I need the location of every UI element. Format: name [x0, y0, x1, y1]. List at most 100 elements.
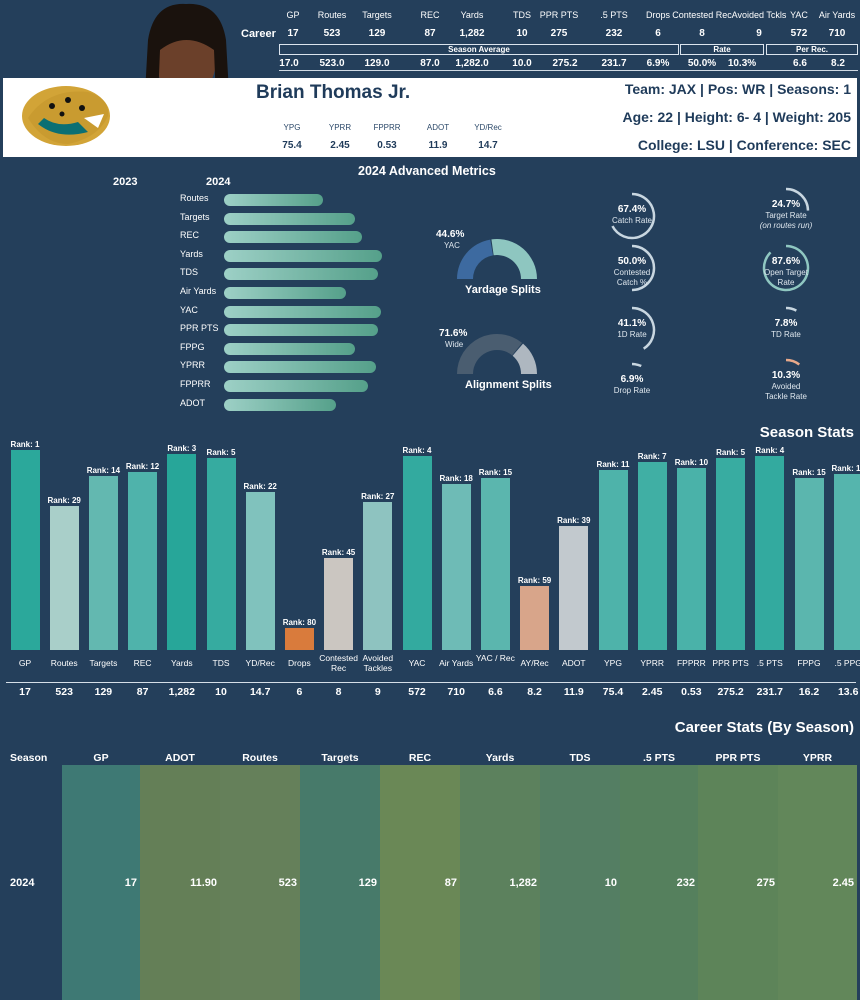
career-average-value: 10.0 — [512, 58, 532, 69]
career-average-value: 1,282.0 — [455, 58, 489, 69]
season-stat-rank: Rank: 29 — [47, 496, 81, 505]
career-value: 275 — [550, 28, 568, 39]
season-stat-bar — [520, 586, 550, 650]
mini-stat-value: 2.45 — [330, 140, 350, 151]
career-table-column — [300, 765, 380, 1000]
season-stat-label: YPG — [604, 658, 622, 668]
metric-bar — [224, 361, 376, 374]
mini-stat-value: 14.7 — [478, 140, 498, 151]
metric-label: FPPG — [180, 341, 205, 352]
gauge-segment — [491, 239, 537, 279]
season-average-band: Season Average — [279, 44, 679, 55]
season-stat-label: .5 PTS — [756, 658, 783, 668]
circle-label: Drop Rate — [613, 386, 651, 395]
career-table-title: Career Stats (By Season) — [674, 719, 854, 736]
season-stat-bar — [676, 468, 706, 650]
season-stat-bar — [10, 450, 40, 650]
season-stat-bar — [794, 478, 824, 650]
circle-gauge — [631, 306, 656, 350]
season-stat-label: GP — [18, 658, 32, 668]
season-stat-label: YAC / Rec — [475, 653, 515, 663]
season-stat-label: Drops — [288, 658, 311, 668]
season-stat-label: ADOT — [561, 658, 586, 668]
season-stat-bar — [637, 462, 667, 650]
career-table-header: .5 PTS — [642, 752, 676, 764]
career-table-column — [220, 765, 300, 1000]
metric-bar — [224, 268, 378, 281]
circle-gauge — [631, 244, 656, 292]
season-stat-label: Contested Rec — [319, 653, 358, 673]
season-stat-label: Targets — [89, 658, 118, 668]
season-stats-title: Season Stats — [759, 424, 854, 441]
metric-label: Yards — [180, 248, 203, 259]
circle-sublabel: Rate — [777, 278, 795, 287]
career-table-column — [140, 765, 220, 1000]
season-stat-rank: Rank: 27 — [361, 492, 395, 501]
metric-bar — [224, 212, 356, 225]
career-header: REC — [420, 10, 440, 20]
career-value: 129 — [368, 28, 386, 39]
yardage-split-gauge — [457, 239, 537, 279]
career-value: 87 — [424, 28, 436, 39]
circle-sublabel: Tackle Rate — [765, 392, 807, 401]
career-table-header: YPRR — [802, 752, 833, 764]
season-stat-bar — [128, 472, 158, 650]
mini-stat-label: YPRR — [328, 123, 352, 132]
player-bio-line: Age: 22 | Height: 6- 4 | Weight: 205 — [622, 109, 851, 125]
circle-pct: 87.6% — [771, 256, 801, 267]
mini-stat-label: YPG — [283, 123, 301, 132]
season-stat-label: PPR PTS — [712, 658, 749, 668]
career-header: Targets — [362, 10, 392, 20]
circle-pct: 10.3% — [771, 370, 801, 381]
season-stat-bar — [402, 456, 432, 650]
circle-gauge-arc — [785, 358, 801, 366]
season-stat-value: 87 — [136, 686, 149, 698]
alignment-split-sub: Wide — [445, 340, 464, 349]
career-table-column — [620, 765, 698, 1000]
season-stat-rank: Rank: 45 — [321, 548, 356, 557]
career-value: 710 — [828, 28, 846, 39]
career-table-cell: 2024 — [10, 877, 35, 889]
season-stat-bar — [480, 478, 510, 650]
season-stat-bar — [88, 476, 118, 650]
career-table-cell: 129 — [358, 877, 377, 889]
career-header: Contested Rec — [672, 10, 732, 20]
metric-label: FPPRR — [180, 379, 211, 389]
mini-stat-label: ADOT — [426, 123, 450, 132]
circle-gauge-arc — [762, 244, 810, 292]
career-header: PPR PTS — [539, 10, 579, 20]
season-stat-bar — [598, 470, 628, 650]
season-stat-bar — [206, 458, 236, 650]
season-stat-bar — [559, 526, 589, 650]
season-stat-rank: Rank: 39 — [557, 516, 591, 525]
career-average-value: 6.9% — [646, 58, 670, 69]
career-average-value: 275.2 — [552, 58, 578, 69]
career-value: 9 — [756, 28, 762, 39]
mini-stat-label: YD/Rec — [474, 123, 502, 132]
circle-pct: 7.8% — [774, 318, 798, 329]
gauge-segment — [512, 343, 537, 374]
career-table-column — [62, 765, 140, 1000]
season-stat-label: FPPG — [797, 658, 821, 668]
season-stat-label: Avoided Tackles — [362, 653, 394, 673]
circle-gauge-arc — [631, 306, 656, 350]
career-average-values: 17.0 523.0 129.0 87.0 1,282.0 10.0 275.2 231.7 6… — [0, 58, 860, 70]
season-stat-value: 9 — [374, 686, 381, 698]
season-stat-rank: Rank: 18 — [439, 474, 473, 483]
season-stat-rank: Rank: 5 — [206, 448, 236, 457]
career-row-label: Career — [241, 28, 276, 40]
per-rec-band: Per Rec. — [766, 44, 858, 55]
season-stat-label: YAC — [408, 658, 426, 668]
season-stat-rank: Rank: 11 — [596, 460, 630, 469]
metric-label: Targets — [180, 211, 210, 222]
season-stat-label: .5 PPG — [834, 658, 860, 668]
season-stat-value: 14.7 — [249, 686, 271, 698]
season-stat-rank: Rank: 1 — [10, 440, 40, 449]
season-stat-label: AY/Rec — [520, 658, 549, 668]
season-stat-rank: Rank: 13 — [831, 464, 860, 473]
metric-label: TDS — [180, 267, 198, 278]
season-stat-rank: Rank: 80 — [282, 618, 317, 627]
alignment-split-pct: 71.6% — [439, 328, 468, 339]
season-stat-value: 275.2 — [717, 686, 744, 698]
career-table-header: Routes — [242, 752, 278, 764]
